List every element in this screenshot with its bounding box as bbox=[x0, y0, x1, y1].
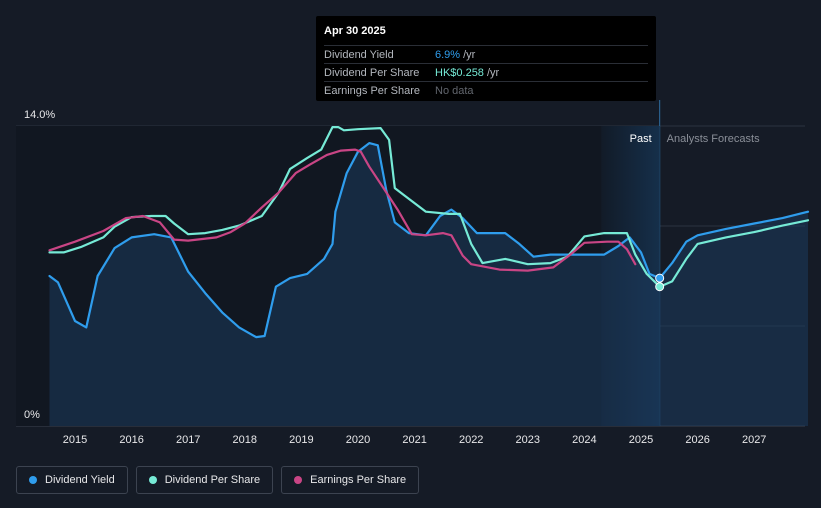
tooltip-label: Dividend Per Share bbox=[324, 66, 420, 79]
legend-label: Dividend Yield bbox=[45, 474, 115, 486]
x-tick-label: 2019 bbox=[289, 434, 313, 446]
chart-legend: Dividend Yield Dividend Per Share Earnin… bbox=[16, 466, 420, 494]
x-tick-label: 2021 bbox=[402, 434, 426, 446]
x-tick-label: 2017 bbox=[176, 434, 200, 446]
chart-labels: 2015 2016 2017 2018 2019 2020 2021 2022 2023 2024… bbox=[24, 109, 766, 446]
y-tick-label: 0% bbox=[24, 409, 40, 421]
series-line-dividend-yield bbox=[48, 142, 810, 339]
x-tick-label: 2027 bbox=[742, 434, 766, 446]
x-tick-label: 2025 bbox=[629, 434, 653, 446]
tooltip-row-dividend-per-share: Dividend Per Share HK$0.258 /yr bbox=[324, 63, 648, 81]
past-label: Past bbox=[630, 133, 652, 145]
legend-label: Dividend Per Share bbox=[164, 474, 261, 486]
hover-marker-dividend-per-share bbox=[655, 282, 665, 292]
series-area-dividend-yield bbox=[49, 143, 808, 426]
legend-dividend-per-share[interactable]: Dividend Per Share bbox=[135, 466, 274, 494]
x-tick-label: 2015 bbox=[63, 434, 87, 446]
legend-dot-icon bbox=[29, 476, 37, 484]
tooltip-row-dividend-yield: Dividend Yield 6.9% /yr bbox=[324, 45, 648, 63]
tooltip-value: HK$0.258 bbox=[435, 66, 484, 79]
legend-dot-icon bbox=[148, 476, 157, 484]
tooltip-label: Earnings Per Share bbox=[324, 84, 420, 97]
x-tick-label: 2020 bbox=[346, 434, 370, 446]
tooltip-value: No data bbox=[435, 84, 474, 97]
tooltip-unit: /yr bbox=[463, 48, 476, 61]
legend-dot-icon bbox=[294, 476, 303, 484]
tooltip-date: Apr 30 2025 bbox=[324, 25, 386, 37]
y-tick-label: 14.0% bbox=[24, 109, 55, 121]
hover-tooltip: Apr 30 2025 Dividend Yield 6.9% /yr Divi… bbox=[316, 16, 656, 101]
hover-marker-dividend-yield bbox=[655, 273, 665, 283]
tooltip-unit: /yr bbox=[486, 66, 500, 79]
x-tick-label: 2022 bbox=[459, 434, 483, 446]
x-tick-label: 2023 bbox=[516, 434, 540, 446]
x-tick-label: 2016 bbox=[119, 434, 143, 446]
legend-dividend-yield[interactable]: Dividend Yield bbox=[16, 466, 128, 494]
x-tick-label: 2018 bbox=[233, 434, 257, 446]
tooltip-value: 6.9% bbox=[435, 48, 461, 61]
forecast-label: Analysts Forecasts bbox=[667, 133, 760, 145]
x-tick-label: 2024 bbox=[572, 434, 596, 446]
x-tick-label: 2026 bbox=[685, 434, 709, 446]
series-line-earnings-per-share bbox=[48, 148, 637, 272]
legend-label: Earnings Per Share bbox=[310, 474, 407, 486]
tooltip-row-earnings-per-share: Earnings Per Share No data bbox=[324, 81, 648, 99]
legend-earnings-per-share[interactable]: Earnings Per Share bbox=[281, 466, 420, 494]
series-lines bbox=[48, 126, 810, 339]
hover-markers bbox=[655, 273, 665, 292]
tooltip-label: Dividend Yield bbox=[324, 48, 394, 61]
series-fills bbox=[49, 143, 808, 426]
series-line-dividend-per-share bbox=[48, 126, 810, 288]
